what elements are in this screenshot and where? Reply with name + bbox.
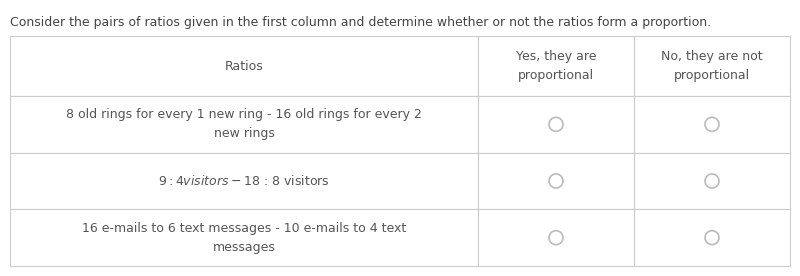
Circle shape: [705, 117, 719, 131]
Circle shape: [705, 174, 719, 188]
Bar: [10, 96, 478, 153]
Bar: [10, 153, 478, 209]
Bar: [634, 209, 790, 266]
Text: No, they are not
proportional: No, they are not proportional: [661, 50, 763, 82]
Circle shape: [549, 117, 563, 131]
Bar: [478, 209, 634, 266]
Circle shape: [549, 174, 563, 188]
Bar: [478, 96, 634, 153]
Text: 16 e-mails to 6 text messages - 10 e-mails to 4 text
messages: 16 e-mails to 6 text messages - 10 e-mai…: [82, 222, 406, 254]
Text: Consider the pairs of ratios given in the first column and determine whether or : Consider the pairs of ratios given in th…: [10, 16, 711, 29]
Text: 8 old rings for every 1 new ring - 16 old rings for every 2
new rings: 8 old rings for every 1 new ring - 16 ol…: [66, 108, 422, 140]
Circle shape: [705, 231, 719, 245]
Bar: [10, 36, 478, 96]
Text: $9 : 4 visitors - $18 : 8 visitors: $9 : 4 visitors - $18 : 8 visitors: [158, 174, 330, 188]
Circle shape: [549, 231, 563, 245]
Bar: [10, 209, 478, 266]
Bar: [478, 36, 634, 96]
Bar: [634, 153, 790, 209]
Text: Ratios: Ratios: [225, 60, 263, 73]
Bar: [634, 96, 790, 153]
Bar: [634, 36, 790, 96]
Bar: [478, 153, 634, 209]
Text: Yes, they are
proportional: Yes, they are proportional: [516, 50, 596, 82]
